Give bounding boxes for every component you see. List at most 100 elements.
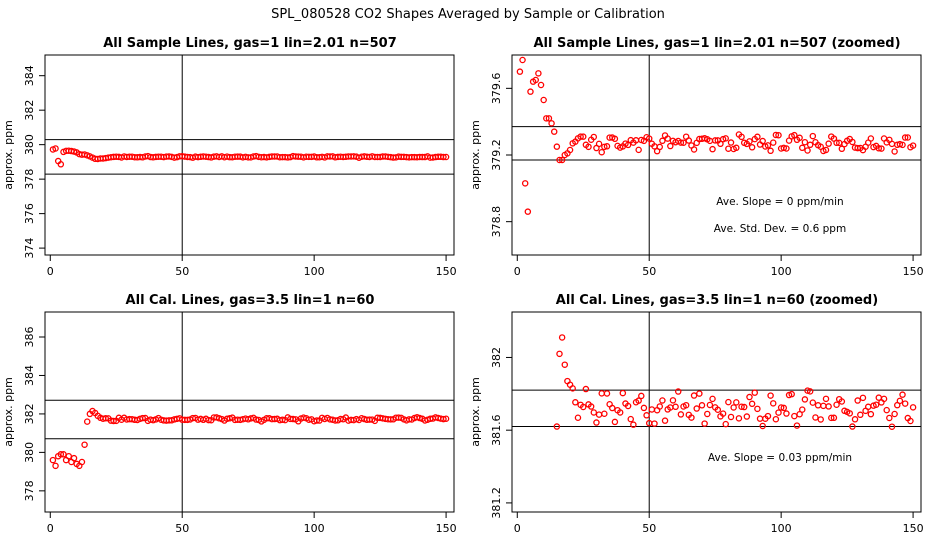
data-point xyxy=(601,143,608,151)
data-point xyxy=(78,458,86,466)
data-point xyxy=(849,138,856,146)
data-point xyxy=(743,413,751,420)
data-point xyxy=(859,394,867,402)
data-point xyxy=(635,146,642,154)
data-point xyxy=(300,414,307,421)
panel-title: All Sample Lines, gas=1 lin=2.01 n=507 (… xyxy=(533,36,900,51)
plot-frame xyxy=(44,311,455,513)
x-tick-label: 50 xyxy=(642,522,656,535)
data-point xyxy=(550,128,558,135)
data-point xyxy=(70,454,78,462)
data-point xyxy=(640,404,648,412)
y-axis-label: approx. ppm xyxy=(469,120,482,190)
data-point xyxy=(799,144,806,152)
data-point xyxy=(783,145,790,152)
data-point xyxy=(851,416,859,423)
annotation-text: Ave. Std. Dev. = 0.6 ppm xyxy=(714,223,846,235)
data-point xyxy=(891,148,898,155)
data-point xyxy=(901,134,909,141)
data-point xyxy=(690,146,698,153)
x-tick-label: 50 xyxy=(175,265,189,278)
data-point xyxy=(791,412,798,420)
x-tick-label: 150 xyxy=(436,522,457,535)
data-point xyxy=(561,361,569,368)
data-point xyxy=(891,410,898,418)
data-point xyxy=(867,410,875,418)
panel-title: All Cal. Lines, gas=3.5 lin=1 n=60 (zoom… xyxy=(556,293,878,308)
data-point xyxy=(603,390,611,397)
data-point xyxy=(783,410,790,417)
data-point xyxy=(746,393,753,401)
data-point xyxy=(730,404,737,411)
data-point xyxy=(857,411,864,419)
data-point xyxy=(880,395,888,403)
x-tick-label: 100 xyxy=(304,522,325,535)
data-point xyxy=(883,406,890,414)
data-point xyxy=(590,409,598,416)
panel-bottom-left: All Cal. Lines, gas=3.5 lin=1 n=60 appro… xyxy=(2,293,457,535)
data-point xyxy=(814,402,822,409)
y-tick-label: 381.6 xyxy=(490,414,503,446)
data-point xyxy=(590,133,598,141)
data-point xyxy=(682,401,690,409)
data-point xyxy=(442,153,450,161)
data-point xyxy=(537,81,545,89)
data-point xyxy=(648,406,656,413)
plot-area: 0 50 100 150 378.8 379.2 379.6 Ave. Slope = 0 p… xyxy=(490,54,924,278)
data-point xyxy=(709,145,716,153)
data-point xyxy=(548,120,555,127)
data-point xyxy=(888,423,896,430)
data-point xyxy=(872,401,880,409)
data-point xyxy=(904,134,912,141)
x-tick-label: 150 xyxy=(436,265,457,278)
data-point xyxy=(886,414,893,422)
data-point xyxy=(667,142,674,150)
data-point xyxy=(598,148,605,156)
data-point xyxy=(519,56,526,64)
data-point xyxy=(677,411,685,418)
data-point xyxy=(780,144,788,152)
data-point xyxy=(714,406,722,414)
data-point xyxy=(521,180,529,187)
x-tick-label: 100 xyxy=(304,265,325,278)
data-point xyxy=(556,156,563,164)
data-point xyxy=(540,96,547,104)
data-point xyxy=(727,139,735,146)
data-point xyxy=(801,138,809,146)
data-point xyxy=(553,423,561,430)
data-point xyxy=(664,135,671,142)
data-point xyxy=(764,142,772,149)
data-point xyxy=(289,415,297,423)
data-point xyxy=(205,416,212,424)
data-point xyxy=(709,395,716,403)
plot-area: 0 50 100 150 378 380 382 384 386 xyxy=(23,311,457,535)
data-point xyxy=(685,137,693,144)
data-point xyxy=(849,423,856,430)
data-point xyxy=(558,334,566,341)
data-point xyxy=(833,139,840,147)
data-point xyxy=(767,147,774,155)
data-point xyxy=(661,417,669,424)
data-point xyxy=(793,422,801,429)
figure-suptitle: SPL_080528 CO2 Shapes Averaged by Sample… xyxy=(271,7,665,22)
data-point xyxy=(569,385,576,392)
y-tick-label: 380 xyxy=(23,442,36,463)
data-point xyxy=(748,400,756,408)
y-axis-label: approx. ppm xyxy=(2,120,15,190)
data-point xyxy=(733,399,740,406)
y-tick-label: 382 xyxy=(23,100,36,121)
data-point xyxy=(635,397,642,404)
data-point xyxy=(788,390,795,398)
data-point xyxy=(674,388,682,395)
data-point xyxy=(690,392,698,399)
y-axis-label: approx. ppm xyxy=(469,377,482,447)
data-point xyxy=(572,399,579,406)
data-point xyxy=(907,417,914,425)
data-point xyxy=(110,417,117,425)
data-point xyxy=(830,414,838,422)
data-point xyxy=(825,403,832,410)
data-point xyxy=(582,385,590,393)
data-point xyxy=(579,133,587,140)
data-point xyxy=(601,410,608,418)
